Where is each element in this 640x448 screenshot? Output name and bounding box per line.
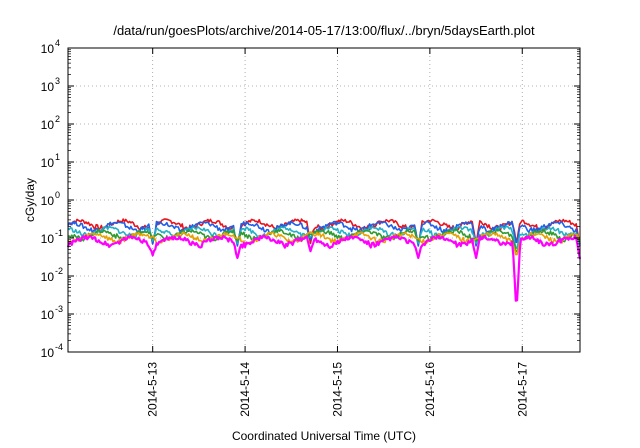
y-tick-base: 10 xyxy=(41,156,55,170)
x-tick-label: 2014-5-17 xyxy=(515,362,529,417)
y-tick-label: 10 1 xyxy=(41,152,60,170)
y-tick-label: 10 -1 xyxy=(41,228,63,246)
x-tick-label: 2014-5-15 xyxy=(330,362,344,417)
y-tick-exponent: 0 xyxy=(55,190,60,200)
y-tick-label: 10 -3 xyxy=(41,304,63,322)
chart-title: /data/run/goesPlots/archive/2014-05-17/1… xyxy=(113,23,535,38)
y-axis-label: cGy/day xyxy=(23,178,37,222)
series-line xyxy=(66,234,582,302)
y-tick-label: 10 0 xyxy=(41,190,60,208)
x-tick-label: 2014-5-16 xyxy=(423,362,437,417)
y-tick-label: 10 -4 xyxy=(41,342,63,360)
y-tick-exponent: -1 xyxy=(55,228,63,238)
y-tick-exponent: 3 xyxy=(55,76,60,86)
y-tick-base: 10 xyxy=(41,42,55,56)
y-tick-base: 10 xyxy=(41,194,55,208)
y-tick-exponent: 1 xyxy=(55,152,60,162)
y-tick-base: 10 xyxy=(41,118,55,132)
y-tick-base: 10 xyxy=(41,308,55,322)
y-tick-base: 10 xyxy=(41,232,55,246)
y-tick-base: 10 xyxy=(41,346,55,360)
y-tick-exponent: 2 xyxy=(55,114,60,124)
y-tick-exponent: -3 xyxy=(55,304,63,314)
y-tick-exponent: -4 xyxy=(55,342,63,352)
x-tick-label: 2014-5-13 xyxy=(146,362,160,417)
y-tick-base: 10 xyxy=(41,80,55,94)
y-tick-label: 10 2 xyxy=(41,114,60,132)
y-tick-label: 10 3 xyxy=(41,76,60,94)
y-tick-label: 10 -2 xyxy=(41,266,63,284)
x-axis: 2014-5-13 2014-5-14 2014-5-15 2014-5-16 2014… xyxy=(146,48,529,417)
series-group xyxy=(66,218,582,302)
grid xyxy=(68,48,580,352)
series-line xyxy=(67,231,581,256)
y-tick-base: 10 xyxy=(41,270,55,284)
y-tick-exponent: 4 xyxy=(55,38,60,48)
y-tick-label: 10 4 xyxy=(41,38,60,56)
x-tick-label: 2014-5-14 xyxy=(238,362,252,417)
y-tick-exponent: -2 xyxy=(55,266,63,276)
x-axis-label: Coordinated Universal Time (UTC) xyxy=(232,429,416,443)
